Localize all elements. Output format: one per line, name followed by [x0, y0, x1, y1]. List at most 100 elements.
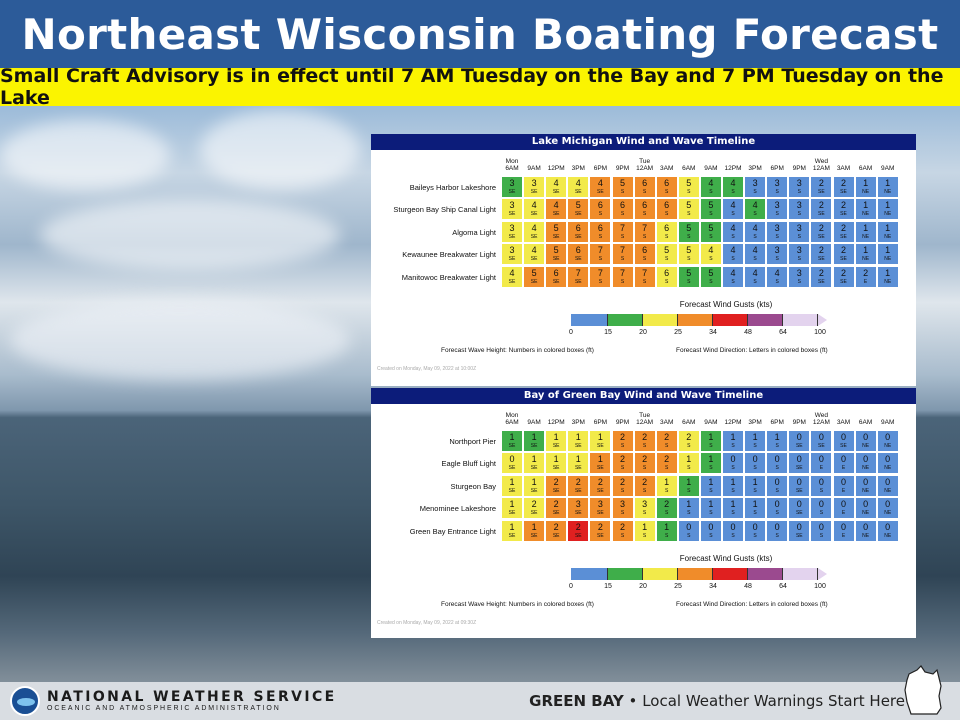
wave-height: 6: [642, 200, 648, 211]
wave-height: 0: [818, 476, 824, 487]
forecast-cell: 0 SE: [788, 519, 811, 542]
forecast-cell: 0 NE: [876, 519, 899, 542]
wave-height: 2: [553, 476, 559, 487]
time-label-line: 6PM: [593, 419, 608, 426]
wave-height: 3: [774, 245, 780, 256]
wind-direction: S: [753, 256, 757, 263]
cloud: [10, 300, 350, 380]
wind-direction: SE: [840, 189, 847, 195]
wave-height: 7: [619, 222, 625, 233]
colorbar-segment: [571, 568, 608, 580]
forecast-cell: 3 SE: [523, 176, 546, 198]
colorbar-tick: 100: [814, 329, 826, 336]
wave-height: 4: [531, 245, 537, 256]
forecast-cell: 3 SE: [501, 176, 523, 198]
forecast-cell: 6 SE: [545, 265, 568, 288]
forecast-cell: 2 SE: [832, 198, 855, 221]
station-label: Menominee Lakeshore: [419, 504, 496, 514]
forecast-cell: 2 SE: [810, 243, 833, 266]
wave-height: 4: [730, 267, 736, 278]
wind-direction: S: [687, 278, 691, 285]
colorbar-tick: 48: [744, 329, 752, 336]
forecast-cell: 3 SE: [501, 220, 523, 243]
wave-height: 6: [575, 245, 581, 256]
wind-direction: NE: [862, 211, 870, 218]
forecast-cell: 2 SE: [810, 265, 833, 288]
wind-direction: SE: [552, 278, 560, 285]
wave-height: 0: [840, 454, 846, 465]
wind-direction: NE: [884, 256, 892, 263]
forecast-cell: 2 SE: [545, 519, 568, 542]
wave-height: 2: [664, 499, 670, 510]
wave-height: 1: [575, 454, 581, 465]
wave-height: 5: [553, 245, 559, 256]
wave-height: 2: [575, 521, 581, 532]
wave-height: 1: [531, 454, 537, 465]
wave-height: 3: [774, 200, 780, 211]
wind-direction: S: [642, 443, 647, 449]
time-label-line: 12PM: [547, 419, 565, 426]
wave-height: 1: [885, 178, 891, 188]
time-label-line: 6AM: [858, 165, 873, 172]
station-label: Sturgeon Bay Ship Canal Light: [393, 205, 496, 215]
time-label: 3PM: [567, 419, 589, 426]
time-label-line: 6AM: [858, 419, 873, 426]
wind-direction: SE: [818, 189, 825, 195]
forecast-cell: 1 SE: [501, 474, 523, 497]
forecast-cell: 0 NE: [854, 452, 877, 475]
wind-direction: SE: [795, 510, 803, 517]
wave-height: 0: [796, 499, 802, 510]
wind-direction: S: [687, 465, 691, 472]
wind-direction: S: [775, 278, 779, 285]
wind-direction: S: [775, 189, 779, 195]
wave-height: 1: [509, 499, 515, 510]
cloud: [0, 120, 170, 190]
wind-direction: SE: [508, 211, 516, 218]
tagline: Local Weather Warnings Start Here: [642, 692, 905, 710]
wind-direction: SE: [552, 487, 560, 494]
wind-direction: SE: [530, 465, 538, 472]
colorbar-tick: 34: [709, 583, 717, 590]
forecast-cell: 0 NE: [854, 474, 877, 497]
wind-direction: S: [709, 465, 713, 472]
wind-direction: SE: [552, 256, 560, 263]
time-label-line: 3AM: [660, 419, 674, 426]
time-label-line: 3PM: [571, 165, 585, 172]
wave-height: 0: [885, 432, 891, 442]
wave-height: 2: [863, 267, 869, 278]
wave-height: 6: [597, 200, 603, 211]
agency-name: NATIONAL WEATHER SERVICE: [47, 689, 337, 705]
wave-height: 7: [597, 267, 603, 278]
wave-height: 2: [840, 178, 846, 188]
time-label: 9AM: [700, 419, 722, 426]
colorbar-segment: [643, 314, 678, 326]
forecast-cell: 1 SE: [523, 519, 546, 542]
wind-direction: NE: [884, 532, 892, 539]
wind-direction: NE: [884, 278, 892, 285]
wave-height: 4: [597, 178, 603, 188]
wave-height: 3: [575, 499, 581, 510]
wave-height: 3: [619, 499, 625, 510]
forecast-cell: 1 SE: [589, 430, 612, 452]
wind-direction: SE: [508, 189, 516, 195]
wind-direction: S: [731, 189, 735, 195]
wave-height: 6: [553, 267, 559, 278]
wave-height: 4: [531, 200, 537, 211]
colorbar-tick: 25: [674, 583, 682, 590]
wave-height: 5: [619, 178, 625, 188]
wave-height: 2: [840, 245, 846, 256]
